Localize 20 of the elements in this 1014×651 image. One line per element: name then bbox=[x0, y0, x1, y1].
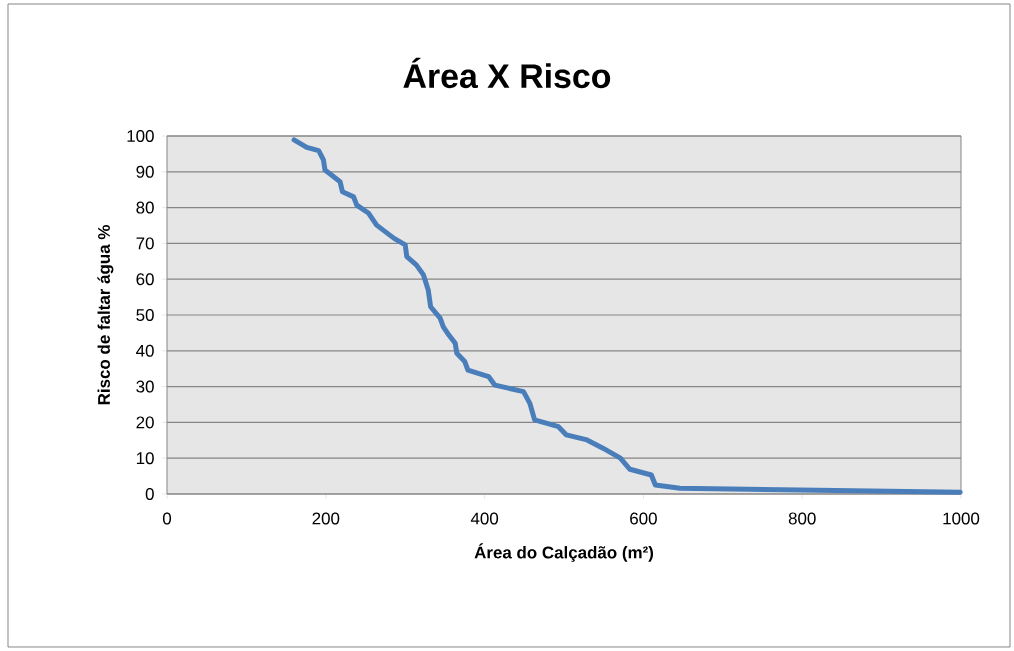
y-tick-label: 70 bbox=[136, 237, 154, 250]
y-tick-label: 60 bbox=[136, 273, 154, 286]
x-tick-label: 600 bbox=[630, 512, 657, 525]
chart-title: Área X Risco bbox=[403, 57, 611, 89]
x-axis-title: Área do Calçadão (m²) bbox=[474, 543, 654, 562]
x-tick-label: 200 bbox=[312, 512, 340, 525]
x-tick-label: 400 bbox=[470, 512, 499, 525]
y-tick-label: 40 bbox=[136, 344, 154, 357]
x-tick-label: 800 bbox=[788, 512, 816, 525]
y-tick-label: 10 bbox=[136, 452, 154, 465]
y-tick-label: 100 bbox=[127, 129, 154, 142]
x-tick-label: 1000 bbox=[943, 512, 980, 525]
y-tick-label: 90 bbox=[136, 165, 154, 178]
y-tick-label: 30 bbox=[136, 380, 154, 393]
y-tick-label: 50 bbox=[136, 308, 154, 321]
y-tick-label: 0 bbox=[145, 487, 154, 500]
y-tick-label: 80 bbox=[136, 201, 154, 214]
y-axis-title: Risco de faltar água % bbox=[97, 225, 114, 405]
x-tick-label: 0 bbox=[162, 512, 172, 525]
y-tick-label: 20 bbox=[136, 416, 154, 429]
